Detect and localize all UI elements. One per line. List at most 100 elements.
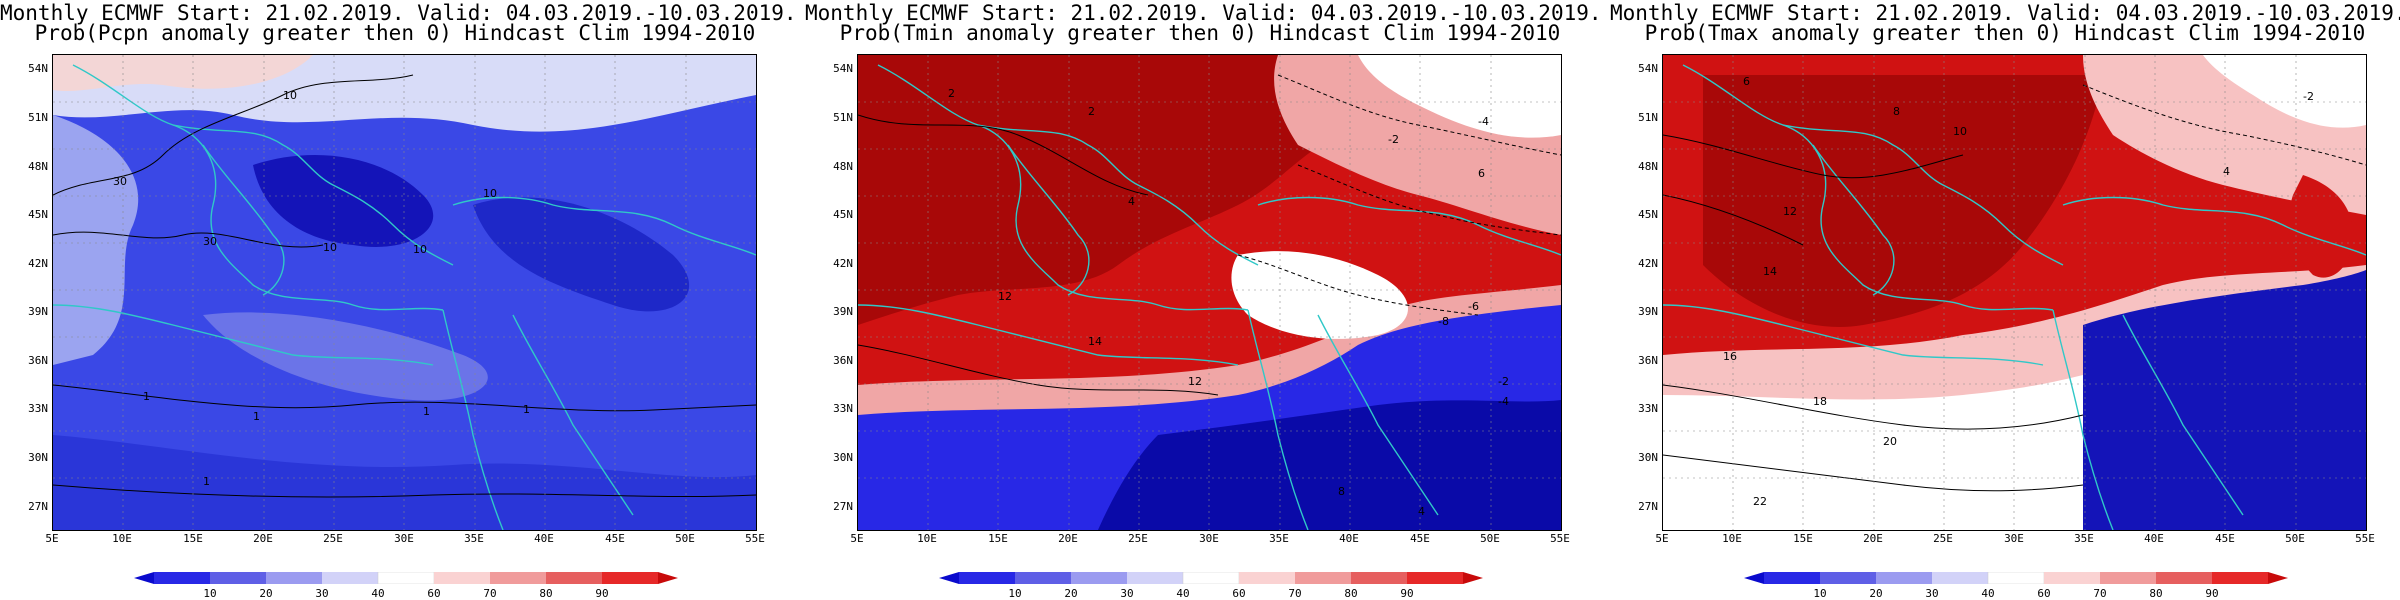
lon-label: 5E: [1655, 532, 1669, 545]
contour-label: -6: [1468, 300, 1479, 313]
contour-label: 30: [113, 175, 127, 188]
lon-label: 10E: [917, 532, 937, 545]
contour-labels: 6 8 10 12 14 16 18 20 22 -2 4: [1723, 75, 2314, 508]
lon-label: 50E: [1480, 532, 1500, 545]
colorbar-label: 90: [2205, 587, 2219, 600]
lon-label: 50E: [675, 532, 695, 545]
lon-label: 55E: [2355, 532, 2375, 545]
colorbar-swatch: [1407, 572, 1463, 584]
lon-label: 15E: [183, 532, 203, 545]
lon-label: 20E: [1863, 532, 1883, 545]
colorbar-right-arrow: [2268, 572, 2288, 584]
lat-label: 51N: [1638, 111, 1658, 124]
contour-label: 4: [2223, 165, 2230, 178]
colorbar-swatch: [1295, 572, 1351, 584]
colorbar-swatch: [1987, 572, 2045, 584]
contour-label: 1: [253, 410, 260, 423]
contour-label: 10: [1953, 125, 1967, 138]
colorbar-swatch: [1932, 572, 1988, 584]
lon-label: 25E: [323, 532, 343, 545]
lon-label: 35E: [1269, 532, 1289, 545]
contour-label: -4: [1478, 115, 1489, 128]
lon-label: 50E: [2285, 532, 2305, 545]
colorbar-swatch: [1820, 572, 1876, 584]
lon-label: 20E: [253, 532, 273, 545]
colorbar-swatch: [1071, 572, 1127, 584]
lon-label: 10E: [1722, 532, 1742, 545]
field-deep-blue: [253, 155, 434, 247]
colorbar-swatch: [2044, 572, 2100, 584]
field-deep-blue-se: [2083, 270, 2366, 530]
contour-label: 4: [1128, 195, 1135, 208]
lon-label: 35E: [464, 532, 484, 545]
colorbar: [134, 572, 678, 584]
map-frame: 2 2 4 -2 -4 6 12 14 -2 -4 -6 -8 8 4 12: [857, 54, 1562, 531]
contour-label: 1: [143, 390, 150, 403]
lat-label: 45N: [1638, 208, 1658, 221]
colorbar-swatch: [154, 572, 210, 584]
coastlines: [858, 64, 1561, 530]
colorbar-right-arrow: [1463, 572, 1483, 584]
lat-label: 30N: [833, 451, 853, 464]
contours: [53, 74, 756, 498]
lat-label: 48N: [1638, 160, 1658, 173]
colorbar-swatch: [1876, 572, 1932, 584]
map-plot-tmin: 2 2 4 -2 -4 6 12 14 -2 -4 -6 -8 8 4 12: [858, 55, 1561, 530]
lat-label: 54N: [833, 62, 853, 75]
lon-label: 55E: [1550, 532, 1570, 545]
field-deep-blue-east: [473, 197, 690, 312]
field-south-band: [53, 435, 756, 530]
colorbar: [1744, 572, 2288, 584]
contour-labels: 10 10 10 10 30 30 1 1 1 1 1: [113, 89, 530, 488]
lon-label: 40E: [1339, 532, 1359, 545]
lon-label: 10E: [112, 532, 132, 545]
contour-labels: 2 2 4 -2 -4 6 12 14 -2 -4 -6 -8 8 4 12: [948, 87, 1509, 518]
lon-label: 45E: [605, 532, 625, 545]
contour-label: -2: [1498, 375, 1509, 388]
colorbar-swatch: [266, 572, 322, 584]
contour-label: 10: [283, 89, 297, 102]
colorbar-swatch: [377, 572, 435, 584]
coastlines: [1663, 64, 2366, 530]
lat-label: 36N: [833, 354, 853, 367]
contour-label: 6: [1478, 167, 1485, 180]
lat-label: 42N: [1638, 257, 1658, 270]
contour-label: 1: [423, 405, 430, 418]
lon-label: 20E: [1058, 532, 1078, 545]
grid-lines: [858, 55, 1561, 530]
contour-label: 6: [1743, 75, 1750, 88]
lat-label: 54N: [28, 62, 48, 75]
map-plot-pcpn: 10 10 10 10 30 30 1 1 1 1 1: [53, 55, 756, 530]
colorbar-label: 10: [1008, 587, 1022, 600]
contours: [858, 74, 1561, 396]
colorbar-label: 80: [2149, 587, 2163, 600]
panel-tmin: Monthly ECMWF Start: 21.02.2019. Valid: …: [805, 0, 1602, 600]
lat-label: 27N: [833, 500, 853, 513]
colorbar-swatch: [322, 572, 378, 584]
map-plot-tmax: 6 8 10 12 14 16 18 20 22 -2 4: [1663, 55, 2366, 530]
contour-label: 30: [203, 235, 217, 248]
colorbar-label: 30: [1120, 587, 1134, 600]
lat-label: 36N: [1638, 354, 1658, 367]
contour-label: 4: [1418, 505, 1425, 518]
colorbar-label: 80: [539, 587, 553, 600]
colorbar-label: 30: [315, 587, 329, 600]
colorbar-label: 60: [1232, 587, 1246, 600]
contour-label: 1: [203, 475, 210, 488]
lat-label: 45N: [833, 208, 853, 221]
lat-label: 33N: [833, 402, 853, 415]
colorbar-swatch: [1015, 572, 1071, 584]
lat-label: 39N: [28, 305, 48, 318]
colorbar-label: 10: [203, 587, 217, 600]
panel-tmax: Monthly ECMWF Start: 21.02.2019. Valid: …: [1610, 0, 2400, 600]
lat-label: 30N: [1638, 451, 1658, 464]
lat-label: 51N: [28, 111, 48, 124]
lat-label: 48N: [28, 160, 48, 173]
lon-label: 30E: [2004, 532, 2024, 545]
contour-label: 20: [1883, 435, 1897, 448]
lon-label: 25E: [1128, 532, 1148, 545]
grid-lines: [53, 55, 756, 530]
contour-label: -2: [2303, 90, 2314, 103]
panel-title-line1: Monthly ECMWF Start: 21.02.2019. Valid: …: [805, 1, 1602, 25]
colorbar-left-arrow: [1744, 572, 1764, 584]
